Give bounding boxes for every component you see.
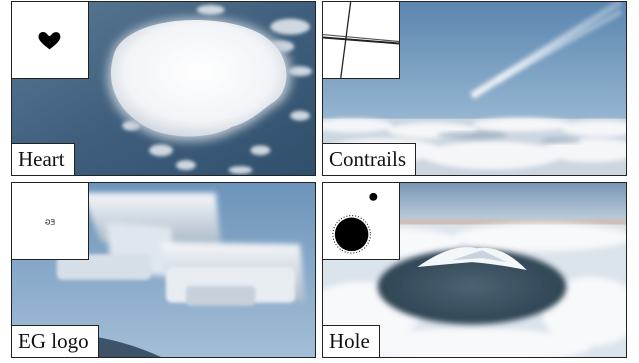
panel-label-hole: Hole xyxy=(323,325,380,357)
heart-icon xyxy=(38,32,61,50)
panel-label-contrails: Contrails xyxy=(323,143,416,175)
panel-label-heart: Heart xyxy=(12,143,75,175)
panel-hole: Hole xyxy=(322,182,627,358)
small-hole-icon xyxy=(369,192,378,201)
panel-contrails: Contrails xyxy=(322,1,627,176)
contrails-mask-inset xyxy=(323,2,400,79)
contrail-line-icon xyxy=(323,36,399,45)
eg-logo-mask-text: EG xyxy=(45,219,55,226)
eg-logo-mask-inset: EG xyxy=(12,183,89,260)
panel-eg-logo: EG EG logo xyxy=(11,182,316,358)
contrail-line-icon xyxy=(323,33,399,43)
contrail-line-icon xyxy=(340,2,352,78)
large-hole-icon xyxy=(334,217,369,252)
heart-mask-inset xyxy=(12,2,89,79)
hole-mask-inset xyxy=(323,183,400,260)
panel-label-eg-logo: EG logo xyxy=(12,325,99,357)
panel-heart: Heart xyxy=(11,1,316,176)
